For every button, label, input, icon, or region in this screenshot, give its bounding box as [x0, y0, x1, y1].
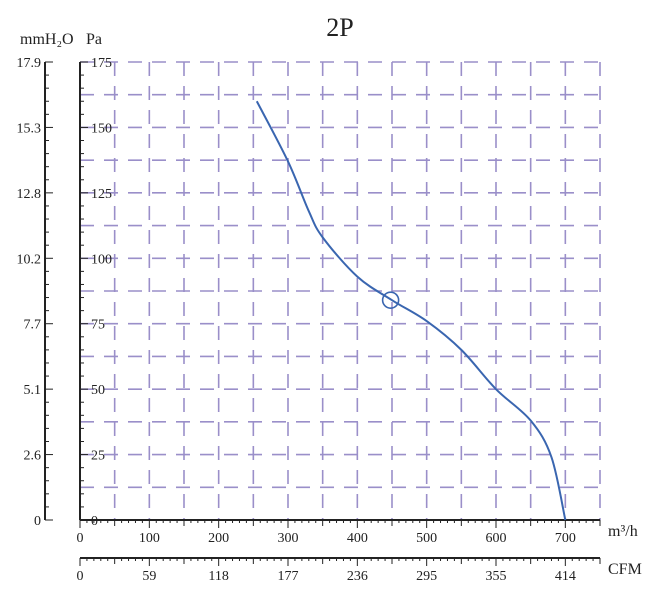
svg-text:400: 400 [347, 531, 368, 546]
svg-text:236: 236 [347, 569, 368, 584]
svg-text:118: 118 [208, 569, 228, 584]
svg-text:295: 295 [416, 569, 437, 584]
svg-text:700: 700 [555, 531, 576, 546]
svg-text:100: 100 [91, 252, 112, 267]
svg-text:17.9: 17.9 [17, 56, 42, 71]
svg-text:7.7: 7.7 [24, 318, 42, 333]
chart-container: 2P 0 25 50 75 100 125 150 175 0 2.6 5.1 7.7 10.2 12.8 1… [0, 0, 654, 601]
chart-title: 2P [326, 13, 353, 42]
svg-text:5.1: 5.1 [24, 383, 42, 398]
svg-text:300: 300 [278, 531, 299, 546]
y-label-mmh2o: mmH₂O [20, 31, 74, 48]
x-label-m3h: m³/h [608, 523, 638, 540]
svg-text:0: 0 [91, 514, 98, 529]
performance-chart: 2P 0 25 50 75 100 125 150 175 0 2.6 5.1 7.7 10.2 12.8 1… [0, 0, 654, 601]
svg-text:500: 500 [416, 531, 437, 546]
svg-text:2.6: 2.6 [24, 449, 42, 464]
svg-text:15.3: 15.3 [17, 121, 42, 136]
x-label-cfm: CFM [608, 561, 642, 578]
svg-text:10.2: 10.2 [17, 252, 42, 267]
svg-text:175: 175 [91, 56, 112, 71]
svg-text:600: 600 [486, 531, 507, 546]
svg-text:75: 75 [91, 318, 105, 333]
svg-text:25: 25 [91, 449, 105, 464]
svg-text:0: 0 [34, 514, 41, 529]
svg-text:0: 0 [77, 531, 84, 546]
y-label-pa: Pa [86, 31, 102, 48]
svg-text:200: 200 [208, 531, 229, 546]
svg-text:150: 150 [91, 121, 112, 136]
svg-text:50: 50 [91, 383, 105, 398]
svg-text:355: 355 [486, 569, 507, 584]
svg-text:0: 0 [77, 569, 84, 584]
svg-text:414: 414 [555, 569, 576, 584]
svg-text:59: 59 [142, 569, 156, 584]
svg-text:100: 100 [139, 531, 160, 546]
svg-text:125: 125 [91, 187, 112, 202]
svg-text:177: 177 [278, 569, 299, 584]
svg-text:12.8: 12.8 [17, 187, 42, 202]
